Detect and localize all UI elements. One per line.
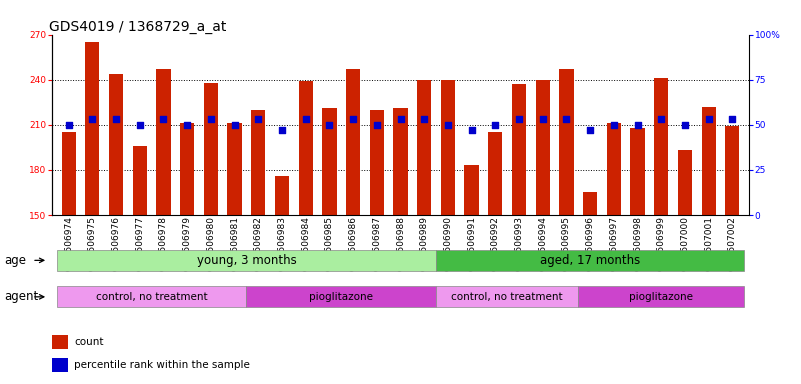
Point <box>157 116 170 122</box>
Bar <box>512 84 526 215</box>
Bar <box>203 83 218 215</box>
Point <box>204 116 217 122</box>
Bar <box>57 250 436 271</box>
Point <box>323 122 336 128</box>
Bar <box>465 166 479 215</box>
Point <box>300 116 312 122</box>
Point <box>489 122 501 128</box>
Bar <box>52 358 68 372</box>
Point <box>584 127 597 133</box>
Text: control, no treatment: control, no treatment <box>96 291 207 302</box>
Bar <box>85 42 99 215</box>
Bar <box>57 286 247 307</box>
Text: control, no treatment: control, no treatment <box>451 291 563 302</box>
Bar <box>62 132 76 215</box>
Bar <box>725 126 739 215</box>
Bar <box>252 110 265 215</box>
Bar <box>346 69 360 215</box>
Point <box>62 122 75 128</box>
Point <box>370 122 383 128</box>
Point <box>537 116 549 122</box>
Bar <box>678 151 692 215</box>
Point <box>181 122 194 128</box>
Point <box>655 116 668 122</box>
Bar <box>488 132 502 215</box>
Point <box>228 122 241 128</box>
Bar <box>393 108 408 215</box>
Text: aged, 17 months: aged, 17 months <box>540 254 640 266</box>
Point <box>110 116 123 122</box>
Bar <box>417 80 431 215</box>
Point <box>394 116 407 122</box>
Point <box>441 122 454 128</box>
Point <box>513 116 525 122</box>
Text: pioglitazone: pioglitazone <box>630 291 693 302</box>
Point <box>631 122 644 128</box>
Point <box>252 116 264 122</box>
Bar <box>133 146 147 215</box>
Bar <box>606 123 621 215</box>
Text: age: age <box>4 254 26 267</box>
Text: count: count <box>74 337 103 347</box>
Bar <box>227 123 242 215</box>
Text: agent: agent <box>4 290 38 303</box>
Bar <box>702 107 716 215</box>
Bar <box>578 286 744 307</box>
Text: young, 3 months: young, 3 months <box>196 254 296 266</box>
Point <box>607 122 620 128</box>
Bar <box>654 78 668 215</box>
Text: GDS4019 / 1368729_a_at: GDS4019 / 1368729_a_at <box>49 20 226 33</box>
Bar <box>322 108 336 215</box>
Bar <box>109 74 123 215</box>
Bar <box>247 286 436 307</box>
Bar <box>630 128 645 215</box>
Bar <box>299 81 313 215</box>
Point <box>133 122 146 128</box>
Point <box>678 122 691 128</box>
Bar <box>370 110 384 215</box>
Point <box>276 127 288 133</box>
Point <box>702 116 715 122</box>
Bar <box>52 335 68 349</box>
Bar <box>441 80 455 215</box>
Point <box>560 116 573 122</box>
Text: percentile rank within the sample: percentile rank within the sample <box>74 360 250 370</box>
Bar <box>436 286 578 307</box>
Bar <box>275 176 289 215</box>
Point <box>418 116 431 122</box>
Point <box>726 116 739 122</box>
Bar <box>583 192 598 215</box>
Point <box>347 116 360 122</box>
Point <box>465 127 478 133</box>
Bar <box>180 123 195 215</box>
Point <box>86 116 99 122</box>
Bar <box>536 80 549 215</box>
Bar <box>436 250 744 271</box>
Bar <box>559 69 574 215</box>
Bar <box>156 69 171 215</box>
Text: pioglitazone: pioglitazone <box>309 291 373 302</box>
